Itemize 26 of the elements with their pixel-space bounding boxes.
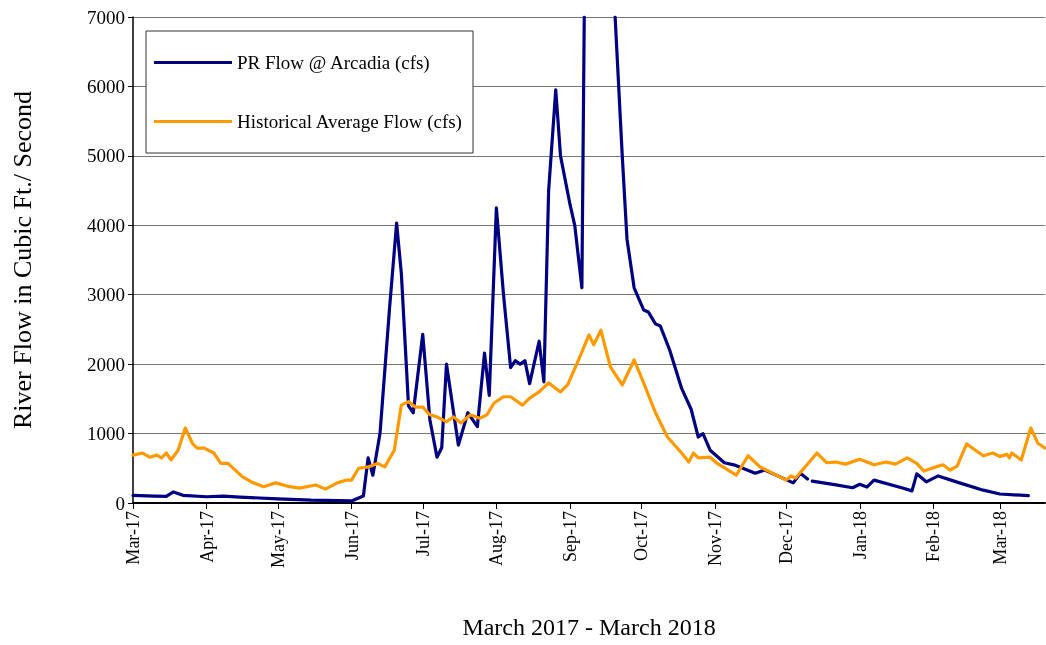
x-tick-label: Nov-17: [704, 511, 725, 566]
x-tick-label: Dec-17: [776, 511, 797, 564]
y-tick-label: 7000: [87, 6, 125, 28]
y-tick-label: 5000: [87, 145, 125, 167]
y-tick-label: 3000: [87, 284, 125, 306]
y-tick-label: 1000: [87, 423, 125, 445]
x-tick-label: Sep-17: [560, 511, 580, 562]
x-tick-label: May-17: [267, 511, 288, 568]
x-tick-label: Jan-18: [849, 511, 870, 559]
x-tick-label: Jul-17: [412, 511, 433, 556]
x-tick-label: Feb-18: [923, 511, 944, 562]
x-tick-label: Aug-17: [486, 511, 507, 566]
x-tick-label: Jun-17: [341, 511, 362, 560]
x-tick-label: Mar-18: [989, 511, 1010, 565]
legend-label: Historical Average Flow (cfs): [237, 111, 462, 133]
legend-label: PR Flow @ Arcadia (cfs): [237, 52, 430, 74]
x-tick-label: Oct-17: [631, 511, 652, 561]
x-axis-title: March 2017 - March 2018: [462, 614, 716, 640]
y-tick-label: 0: [115, 492, 125, 514]
y-tick-label: 4000: [87, 214, 125, 236]
y-axis-title: River Flow in Cubic Ft./ Second: [7, 91, 37, 429]
x-tick-label: Mar-17: [123, 511, 143, 565]
y-tick-label: 2000: [87, 353, 125, 375]
y-tick-label: 6000: [87, 75, 125, 97]
line-series: [131, 328, 1046, 491]
x-tick-label: Apr-17: [196, 511, 217, 563]
